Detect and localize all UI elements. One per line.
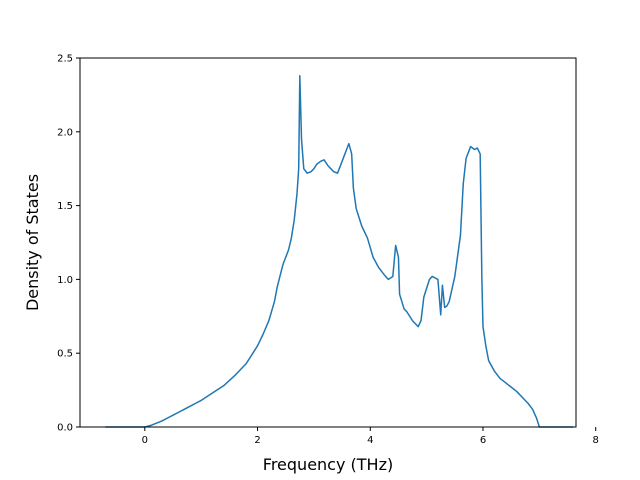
x-tick-label: 8: [593, 435, 599, 446]
x-axis-label: Frequency (THz): [263, 455, 393, 474]
x-tick-label: 6: [480, 435, 486, 446]
y-axis-label: Density of States: [23, 174, 42, 311]
y-tick-label: 2.5: [57, 54, 73, 65]
y-tick-label: 2.0: [57, 127, 73, 138]
y-tick-label: 0.5: [57, 349, 73, 360]
series-line-0: [105, 74, 574, 428]
plot-frame: [79, 57, 577, 428]
y-tick-label: 1.0: [57, 275, 73, 286]
y-tick-label: 1.5: [57, 201, 73, 212]
x-tick-label: 2: [254, 435, 260, 446]
y-tick-label: 0.0: [57, 423, 73, 434]
x-tick-label: 4: [367, 435, 373, 446]
x-tick-label: 0: [142, 435, 148, 446]
